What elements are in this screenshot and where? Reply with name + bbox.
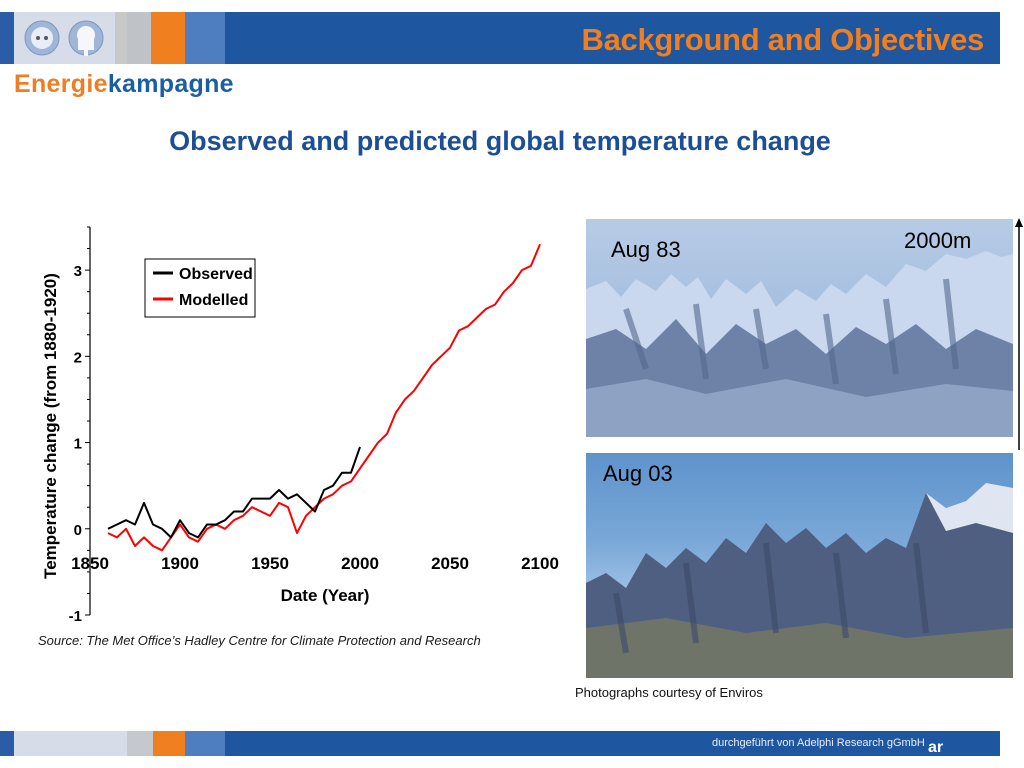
y-tick-label: 2 (74, 349, 82, 366)
y-tick-label: -1 (69, 608, 82, 625)
legend-label-modelled: Modelled (179, 292, 248, 309)
mountain-image (586, 483, 1013, 678)
series-line-modelled (107, 243, 541, 552)
legend-box (144, 258, 256, 318)
mountain-image (586, 251, 1013, 437)
x-tick-label: 1850 (71, 554, 109, 573)
logo-part-2: kampagne (107, 70, 234, 98)
glacier-photo-1983: Aug 83 (586, 219, 1013, 437)
footer-band (0, 731, 1000, 756)
x-tick-label: 1900 (161, 554, 199, 573)
photo-date-label: Aug 03 (603, 461, 673, 486)
y-axis-label: Temperature change (from 1880-1920) (41, 273, 60, 579)
footer-text: durchgeführt von Adelphi Research gGmbH (712, 737, 925, 749)
series-line-observed (107, 446, 361, 539)
power-socket-icon (24, 20, 60, 56)
x-tick-label: 1950 (251, 554, 289, 573)
y-tick-label: 0 (74, 522, 82, 539)
x-tick-label: 2050 (431, 554, 469, 573)
y-tick-label: 1 (74, 436, 82, 453)
slide-title: Observed and predicted global temperatur… (169, 126, 831, 156)
header-title: Background and Objectives (581, 22, 985, 57)
logo-part-1: Energie (14, 70, 108, 98)
source-note: Source: The Met Office’s Hadley Centre f… (38, 633, 481, 648)
y-tick-label: 3 (74, 263, 82, 280)
header-icons (24, 20, 104, 56)
x-tick-label: 2000 (341, 554, 379, 573)
altitude-label: 2000m (904, 228, 972, 253)
x-tick-label: 2100 (521, 554, 559, 573)
temperature-chart: -1 0 1 2 3 1850 1900 1950 2000 2050 2100 Date (Year… (41, 226, 559, 625)
header-band (0, 12, 1000, 64)
altitude-arrow (1015, 218, 1023, 450)
photo-date-label: Aug 83 (611, 237, 681, 262)
glacier-photo-2003: Aug 03 (586, 453, 1013, 678)
energiekampagne-logo: Energiekampagne (14, 70, 234, 99)
power-plug-icon (68, 20, 104, 56)
logo-text: adelphi research (953, 747, 997, 753)
logo-mark: ar (928, 739, 943, 756)
photo-credit: Photographs courtesy of Enviros (575, 685, 763, 700)
legend-label-observed: Observed (179, 266, 253, 283)
x-axis-label: Date (Year) (281, 586, 370, 605)
adelphi-logo: ar adelphi research (926, 736, 997, 756)
